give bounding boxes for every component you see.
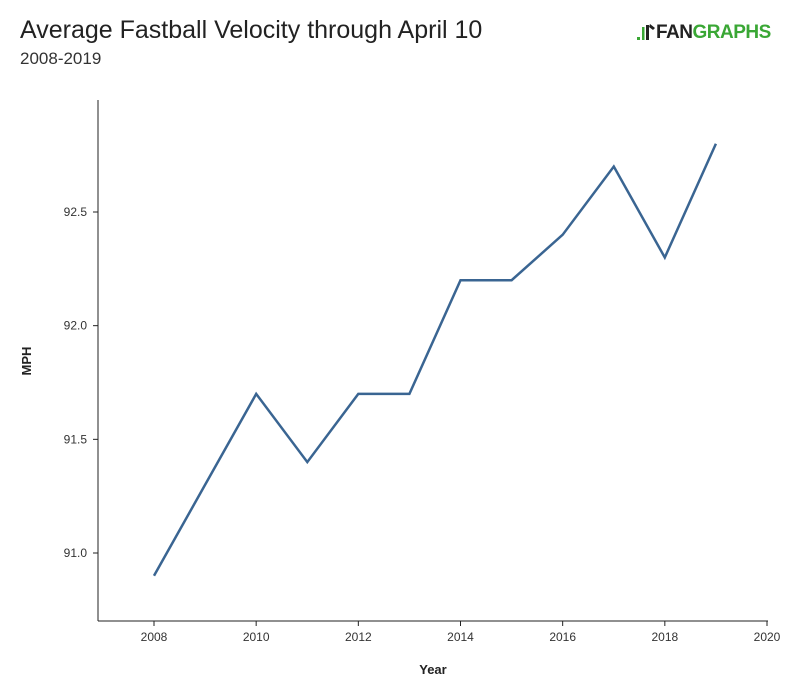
x-tick-label: 2014 xyxy=(447,630,474,644)
y-tick-label: 91.0 xyxy=(64,546,88,560)
fangraphs-logo-icon xyxy=(637,24,655,40)
y-tick-label: 92.5 xyxy=(64,205,88,219)
x-tick-label: 2008 xyxy=(141,630,168,644)
series-line xyxy=(152,143,718,577)
y-tick-label: 92.0 xyxy=(64,319,88,333)
chart-subtitle: 2008-2019 xyxy=(20,49,102,68)
x-ticks: 2008 2010 2012 2014 2016 2018 2020 xyxy=(141,621,781,644)
x-tick-label: 2018 xyxy=(651,630,678,644)
x-axis-title: Year xyxy=(419,662,446,677)
axes xyxy=(97,100,768,622)
series-group xyxy=(152,143,718,577)
fangraphs-logo[interactable]: FANGRAPHS xyxy=(636,22,771,44)
logo-text-fan: FAN xyxy=(656,22,693,43)
x-tick-label: 2016 xyxy=(549,630,576,644)
chart-title: Average Fastball Velocity through April … xyxy=(20,16,483,44)
x-tick-label: 2020 xyxy=(754,630,781,644)
y-axis-title: MPH xyxy=(19,347,34,376)
logo-text-graphs: GRAPHS xyxy=(692,22,772,43)
x-tick-label: 2012 xyxy=(345,630,372,644)
x-tick-label: 2010 xyxy=(243,630,270,644)
y-ticks: 91.0 91.5 92.0 92.5 xyxy=(64,205,98,560)
y-tick-label: 91.5 xyxy=(64,432,88,446)
